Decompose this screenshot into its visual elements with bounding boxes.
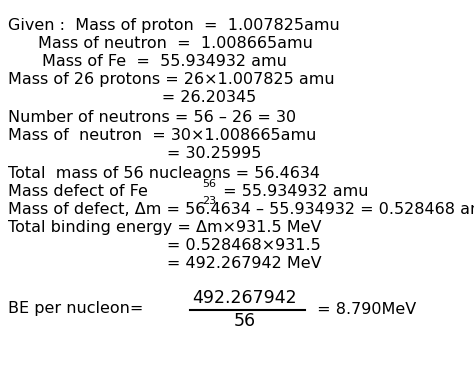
Text: Mass of 26 protons = 26×1.007825 amu: Mass of 26 protons = 26×1.007825 amu: [8, 72, 335, 87]
Text: Mass of neutron  =  1.008665amu: Mass of neutron = 1.008665amu: [38, 36, 313, 51]
Text: 56: 56: [234, 312, 256, 330]
Text: 56: 56: [202, 179, 216, 189]
Text: Mass defect of Fe: Mass defect of Fe: [8, 184, 148, 199]
Text: = 0.528468×931.5: = 0.528468×931.5: [8, 238, 321, 253]
Text: = 30.25995: = 30.25995: [8, 146, 261, 161]
Text: BE per nucleon=: BE per nucleon=: [8, 301, 143, 316]
Text: Total binding energy = Δm×931.5 MeV: Total binding energy = Δm×931.5 MeV: [8, 220, 321, 235]
Text: = 26.20345: = 26.20345: [8, 90, 256, 105]
Text: = 8.790MeV: = 8.790MeV: [312, 301, 416, 316]
Text: 23: 23: [202, 196, 216, 206]
Text: Total  mass of 56 nucleaons = 56.4634: Total mass of 56 nucleaons = 56.4634: [8, 166, 320, 181]
Text: = 492.267942 MeV: = 492.267942 MeV: [8, 256, 322, 271]
Text: Number of neutrons = 56 – 26 = 30: Number of neutrons = 56 – 26 = 30: [8, 110, 296, 125]
Text: Given :  Mass of proton  =  1.007825amu: Given : Mass of proton = 1.007825amu: [8, 18, 340, 33]
Text: = 55.934932 amu: = 55.934932 amu: [218, 184, 368, 199]
Text: 492.267942: 492.267942: [193, 289, 297, 307]
Text: Mass of defect, Δm = 56.4634 – 55.934932 = 0.528468 amu: Mass of defect, Δm = 56.4634 – 55.934932…: [8, 202, 474, 217]
Text: Mass of  neutron  = 30×1.008665amu: Mass of neutron = 30×1.008665amu: [8, 128, 316, 143]
Text: Mass of Fe  =  55.934932 amu: Mass of Fe = 55.934932 amu: [42, 54, 287, 69]
